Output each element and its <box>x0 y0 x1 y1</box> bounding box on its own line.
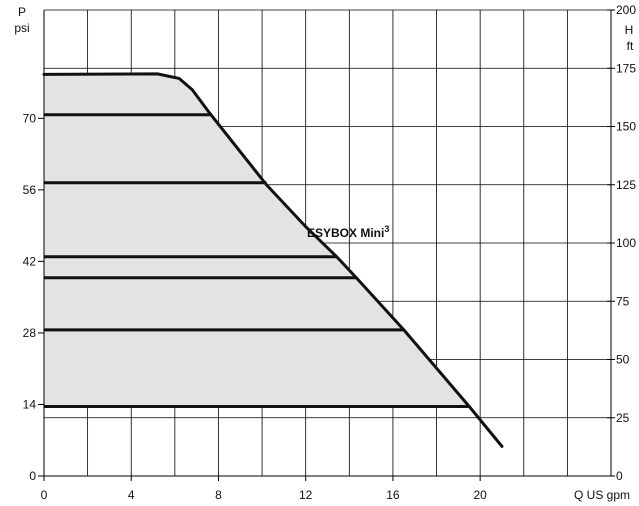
x-tick-label: 20 <box>473 488 487 502</box>
left-tick-label: 70 <box>23 111 37 125</box>
right-tick-label: 75 <box>616 294 630 308</box>
left-axis-title: P <box>18 5 26 19</box>
axes: 0 14 28 42 56 70 0 25 50 75 100 125 150 175 200 0 4 8 12 16… <box>23 3 637 502</box>
x-tick-label: 16 <box>386 488 400 502</box>
x-tick-label: 12 <box>299 488 313 502</box>
operating-area <box>44 73 470 407</box>
x-tick-label: 0 <box>41 488 48 502</box>
setpoint-lines <box>44 113 470 409</box>
right-tick-label: 100 <box>616 236 636 250</box>
x-axis-title: Q US gpm <box>574 488 630 502</box>
x-tick-label: 4 <box>128 488 135 502</box>
right-tick-label: 50 <box>616 353 630 367</box>
left-tick-label: 56 <box>23 183 37 197</box>
right-tick-label: 125 <box>616 178 636 192</box>
right-axis-title: H <box>625 23 634 37</box>
left-tick-label: 28 <box>23 326 37 340</box>
curve-label-superscript: 3 <box>384 224 389 234</box>
right-tick-label: 25 <box>616 411 630 425</box>
left-axis-unit: psi <box>14 21 29 35</box>
operating-area-fill <box>44 73 470 407</box>
left-tick-label: 42 <box>23 254 37 268</box>
left-tick-label: 0 <box>29 469 36 483</box>
curve-label: ESYBOX Mini3 <box>307 224 389 240</box>
pump-curve-group <box>42 72 504 448</box>
right-tick-label: 175 <box>616 61 636 75</box>
left-tick-label: 14 <box>23 397 37 411</box>
right-axis-unit: ft <box>627 39 634 53</box>
pump-curve <box>42 72 504 448</box>
right-tick-label: 150 <box>616 120 636 134</box>
right-tick-label: 200 <box>616 3 636 17</box>
x-tick-label: 8 <box>215 488 222 502</box>
right-tick-label: 0 <box>616 469 623 483</box>
curve-label-name: ESYBOX Mini <box>307 226 384 240</box>
